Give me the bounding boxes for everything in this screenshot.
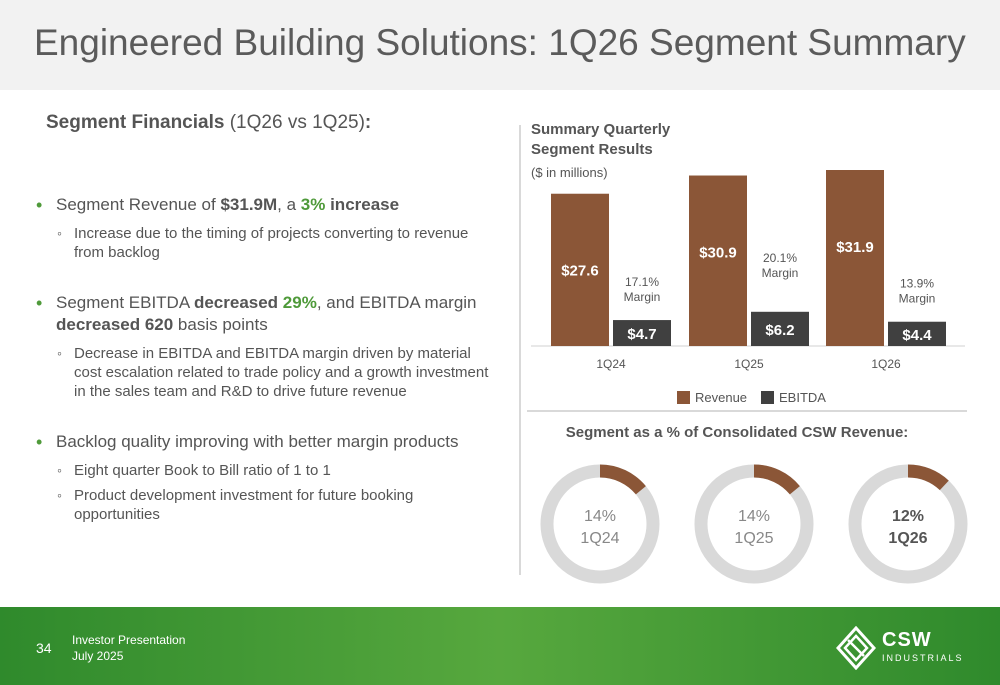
section-heading-bold: Segment Financials (46, 112, 225, 133)
revenue-data-label: $27.6 (561, 263, 599, 280)
bullet-text-part: , a (277, 195, 301, 214)
diamond-logo-icon (835, 625, 877, 671)
bullet-text-part: , and EBITDA margin (316, 293, 477, 312)
chart-title-line2: Segment Results (531, 141, 653, 158)
sub-bullet-list: Eight quarter Book to Bill ratio of 1 to… (56, 461, 500, 524)
donut-percent: 14% (583, 508, 617, 525)
segment-bar-chart: $27.6$4.717.1%Margin1Q24$30.9$6.220.1%Ma… (531, 170, 965, 405)
logo-name: CSW (882, 629, 932, 651)
legend-swatch-ebitda (761, 391, 774, 404)
revenue-data-label: $30.9 (699, 245, 737, 262)
bullet-text: Segment Revenue of $31.9M, a 3% increase (56, 194, 500, 216)
donut-chart-1q26: 12% 1Q26 (848, 460, 968, 588)
section-heading-rest: (1Q26 vs 1Q25) (224, 112, 365, 133)
sub-bullet-item: Eight quarter Book to Bill ratio of 1 to… (56, 461, 500, 480)
chart-title: Summary Quarterly Segment Results (531, 120, 670, 160)
sub-bullet-list: Decrease in EBITDA and EBITDA margin dri… (56, 344, 500, 401)
chart-title-line1: Summary Quarterly (531, 121, 671, 138)
sub-bullet-item: Increase due to the timing of projects c… (56, 224, 500, 262)
donut-period: 1Q25 (734, 530, 774, 547)
footer-line1: Investor Presentation (72, 633, 186, 647)
ebitda-bar (751, 311, 809, 346)
margin-label: 13.9% (900, 277, 934, 291)
margin-label: Margin (762, 266, 799, 280)
ebitda-data-label: $6.2 (765, 322, 794, 339)
donut-label: 14% 1Q25 (694, 506, 814, 550)
bullet-text-part: increase (325, 195, 400, 214)
revenue-bar (551, 193, 609, 346)
horizontal-divider (527, 410, 967, 412)
bullet-text-part: Backlog quality improving with better ma… (56, 432, 459, 451)
donut-percent: 14% (737, 508, 771, 525)
revenue-bar (826, 170, 884, 346)
donut-label: 14% 1Q24 (540, 506, 660, 550)
legend-swatch-revenue (677, 391, 690, 404)
donut-percent: 12% (891, 508, 925, 525)
bullet-text-part: 3% (300, 195, 326, 214)
chart-units: ($ in millions) (531, 165, 608, 180)
ebitda-data-label: $4.7 (627, 326, 656, 343)
donut-ring (848, 464, 968, 584)
margin-label: Margin (899, 292, 936, 306)
legend-label-ebitda: EBITDA (779, 390, 826, 405)
page-number: 34 (36, 640, 52, 656)
bullet-text-part: $31.9M (220, 195, 278, 214)
donut-period: 1Q24 (580, 530, 620, 547)
bullet-item: Segment EBITDA decreased 29%, and EBITDA… (30, 292, 500, 401)
page-title: Engineered Building Solutions: 1Q26 Segm… (34, 22, 966, 63)
bullet-list: Segment Revenue of $31.9M, a 3% increase… (30, 194, 500, 530)
bullet-text: Segment EBITDA decreased 29%, and EBITDA… (56, 292, 500, 336)
margin-label: Margin (624, 290, 661, 304)
sub-bullet-item: Decrease in EBITDA and EBITDA margin dri… (56, 344, 500, 401)
ebitda-data-label: $4.4 (902, 327, 932, 344)
legend-label-revenue: Revenue (695, 390, 747, 405)
footer-line2: July 2025 (72, 649, 124, 663)
csw-logo: CSW INDUSTRIALS (835, 625, 970, 671)
donut-ring (694, 464, 814, 584)
ebitda-bar (613, 320, 671, 346)
donut-chart-1q24: 14% 1Q24 (540, 460, 660, 588)
x-tick-label: 1Q25 (734, 357, 764, 371)
donut-chart-1q25: 14% 1Q25 (694, 460, 814, 588)
sub-bullet-list: Increase due to the timing of projects c… (56, 224, 500, 262)
donut-section-title: Segment as a % of Consolidated CSW Reven… (565, 424, 909, 441)
revenue-data-label: $31.9 (836, 239, 874, 256)
donut-period: 1Q26 (888, 530, 928, 547)
bullet-text-part: 29% (282, 293, 317, 312)
x-tick-label: 1Q24 (596, 357, 626, 371)
title-band (0, 0, 1000, 90)
donut-segment (540, 464, 660, 584)
x-tick-label: 1Q26 (871, 357, 901, 371)
donut-segment (848, 464, 968, 584)
footer-band (0, 607, 1000, 685)
revenue-bar (689, 175, 747, 346)
bullet-text-part: decreased (193, 293, 283, 312)
footer-text: Investor Presentation July 2025 (72, 632, 185, 664)
donut-label: 12% 1Q26 (848, 506, 968, 550)
donut-ring (540, 464, 660, 584)
bullet-item: Segment Revenue of $31.9M, a 3% increase… (30, 194, 500, 262)
margin-label: 20.1% (763, 251, 797, 265)
vertical-divider (519, 125, 521, 575)
section-heading-colon: : (364, 112, 372, 133)
bullet-text-part: Segment EBITDA (56, 293, 194, 312)
bullet-text-part: Segment Revenue of (56, 195, 221, 214)
ebitda-bar (888, 321, 946, 346)
logo-sub: INDUSTRIALS (882, 653, 964, 663)
bullet-text-part: basis points (173, 315, 268, 334)
bullet-text: Backlog quality improving with better ma… (56, 431, 500, 453)
section-heading: Segment Financials (1Q26 vs 1Q25): (46, 112, 371, 134)
bullet-text-part: decreased 620 (56, 315, 174, 334)
margin-label: 17.1% (625, 275, 659, 289)
sub-bullet-item: Product development investment for futur… (56, 486, 500, 524)
donut-segment (694, 464, 814, 584)
bullet-item: Backlog quality improving with better ma… (30, 431, 500, 524)
